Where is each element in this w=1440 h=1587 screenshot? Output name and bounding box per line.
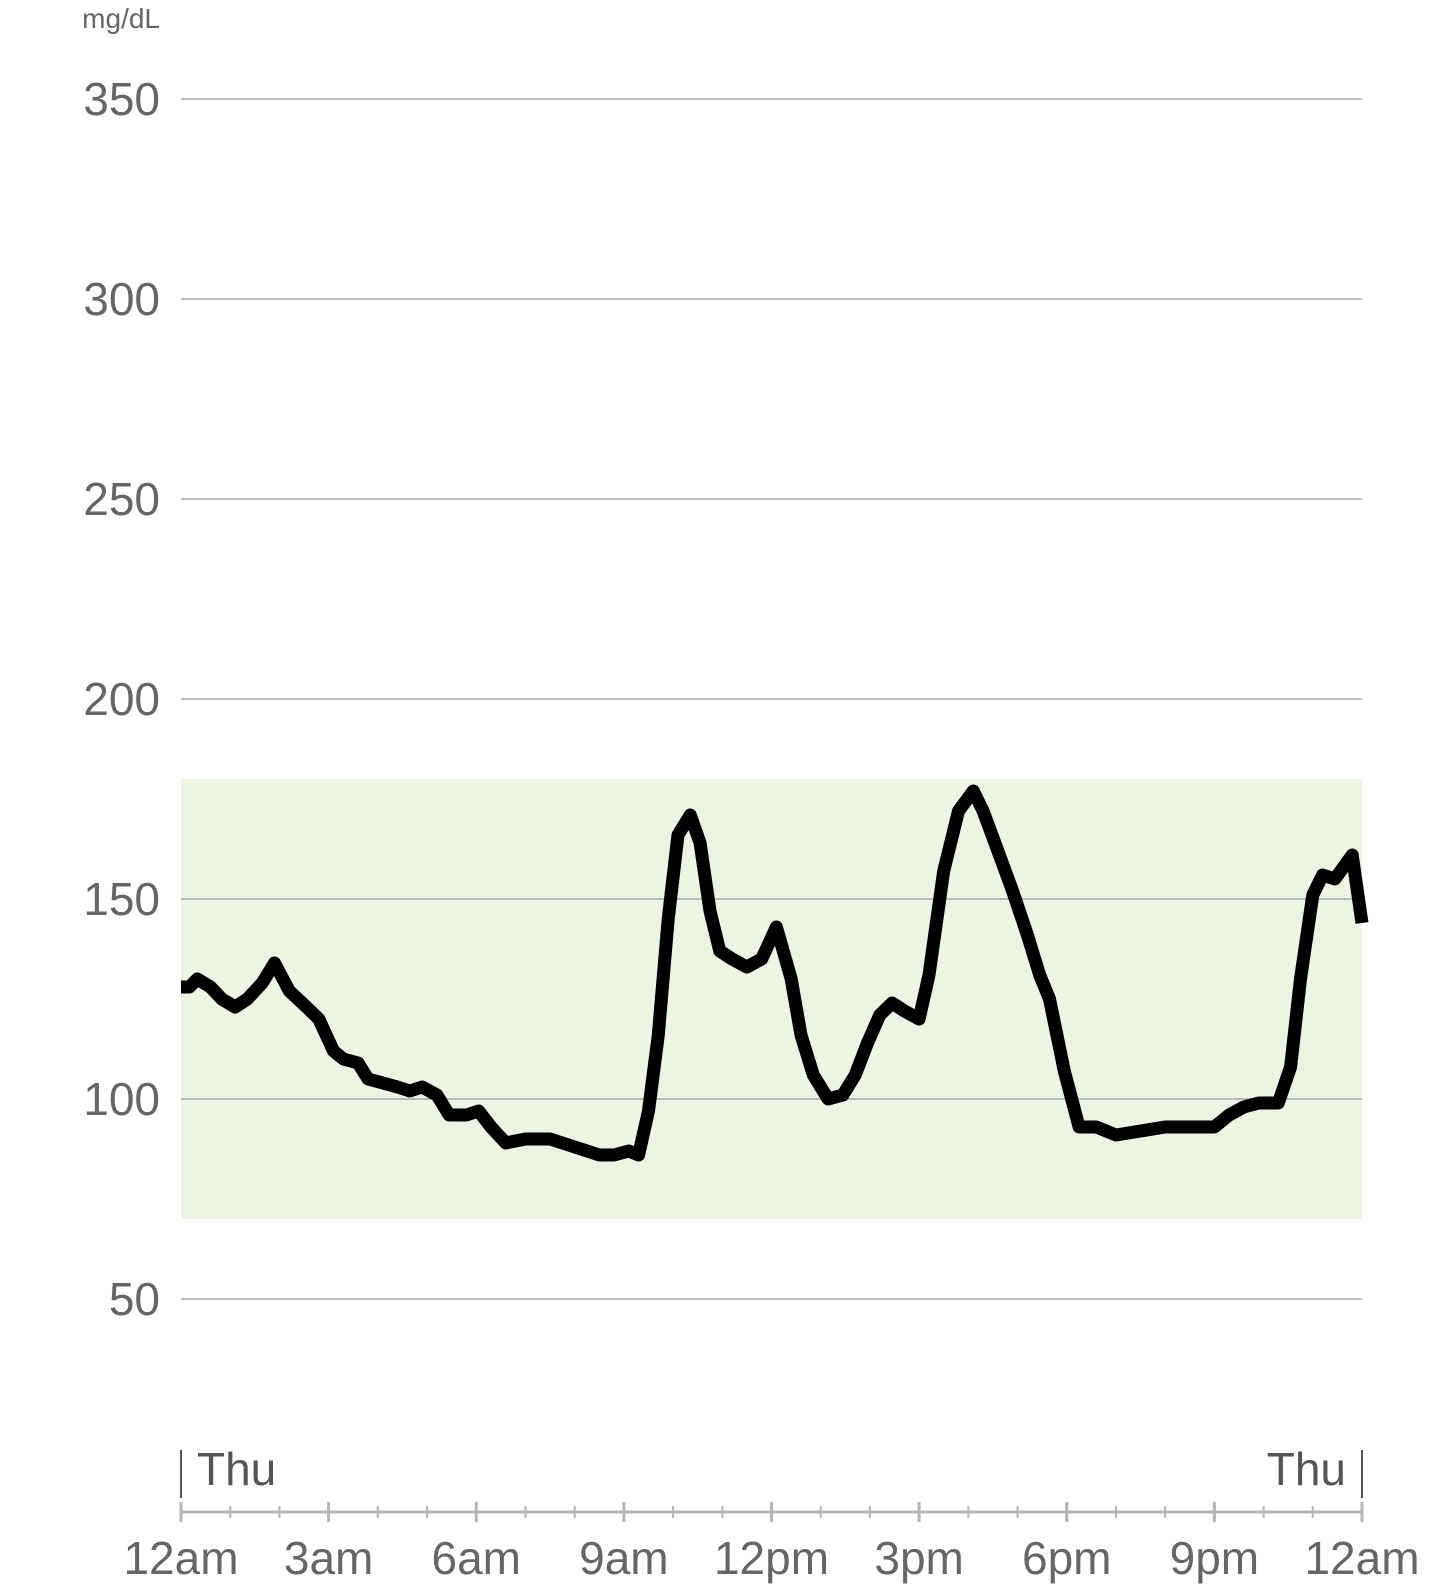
y-tick-label: 250 (83, 473, 160, 525)
x-tick-label: 12am (123, 1532, 238, 1584)
x-tick-label: 9pm (1170, 1532, 1259, 1584)
y-tick-label: 100 (83, 1073, 160, 1125)
x-tick-label: 6pm (1022, 1532, 1111, 1584)
day-marker-label: Thu (197, 1443, 276, 1495)
gridlines (181, 98, 1362, 1300)
y-axis-ticks: 50 100 150 200 250 300 350 (83, 73, 160, 1325)
y-tick-label: 350 (83, 73, 160, 125)
y-tick-label: 150 (83, 873, 160, 925)
x-tick-label: 6am (432, 1532, 521, 1584)
x-tick-label: 12pm (714, 1532, 829, 1584)
y-axis-unit: mg/dL (82, 3, 160, 34)
x-axis: 12am 3am 6am 9am 12pm 3pm 6pm 9pm 12am (123, 1502, 1420, 1584)
glucose-line (181, 784, 1369, 1162)
y-tick-label: 300 (83, 273, 160, 325)
glucose-line-series (181, 784, 1369, 1162)
target-range-band (181, 779, 1362, 1219)
y-tick-label: 50 (109, 1273, 160, 1325)
target-range-rect (181, 779, 1362, 1219)
x-tick-label: 12am (1304, 1532, 1419, 1584)
x-tick-label: 3am (284, 1532, 373, 1584)
day-marker-label: Thu (1267, 1443, 1346, 1495)
x-tick-label: 3pm (874, 1532, 963, 1584)
x-tick-label: 9am (579, 1532, 668, 1584)
y-tick-label: 200 (83, 673, 160, 725)
day-markers: Thu Thu (180, 1443, 1363, 1498)
